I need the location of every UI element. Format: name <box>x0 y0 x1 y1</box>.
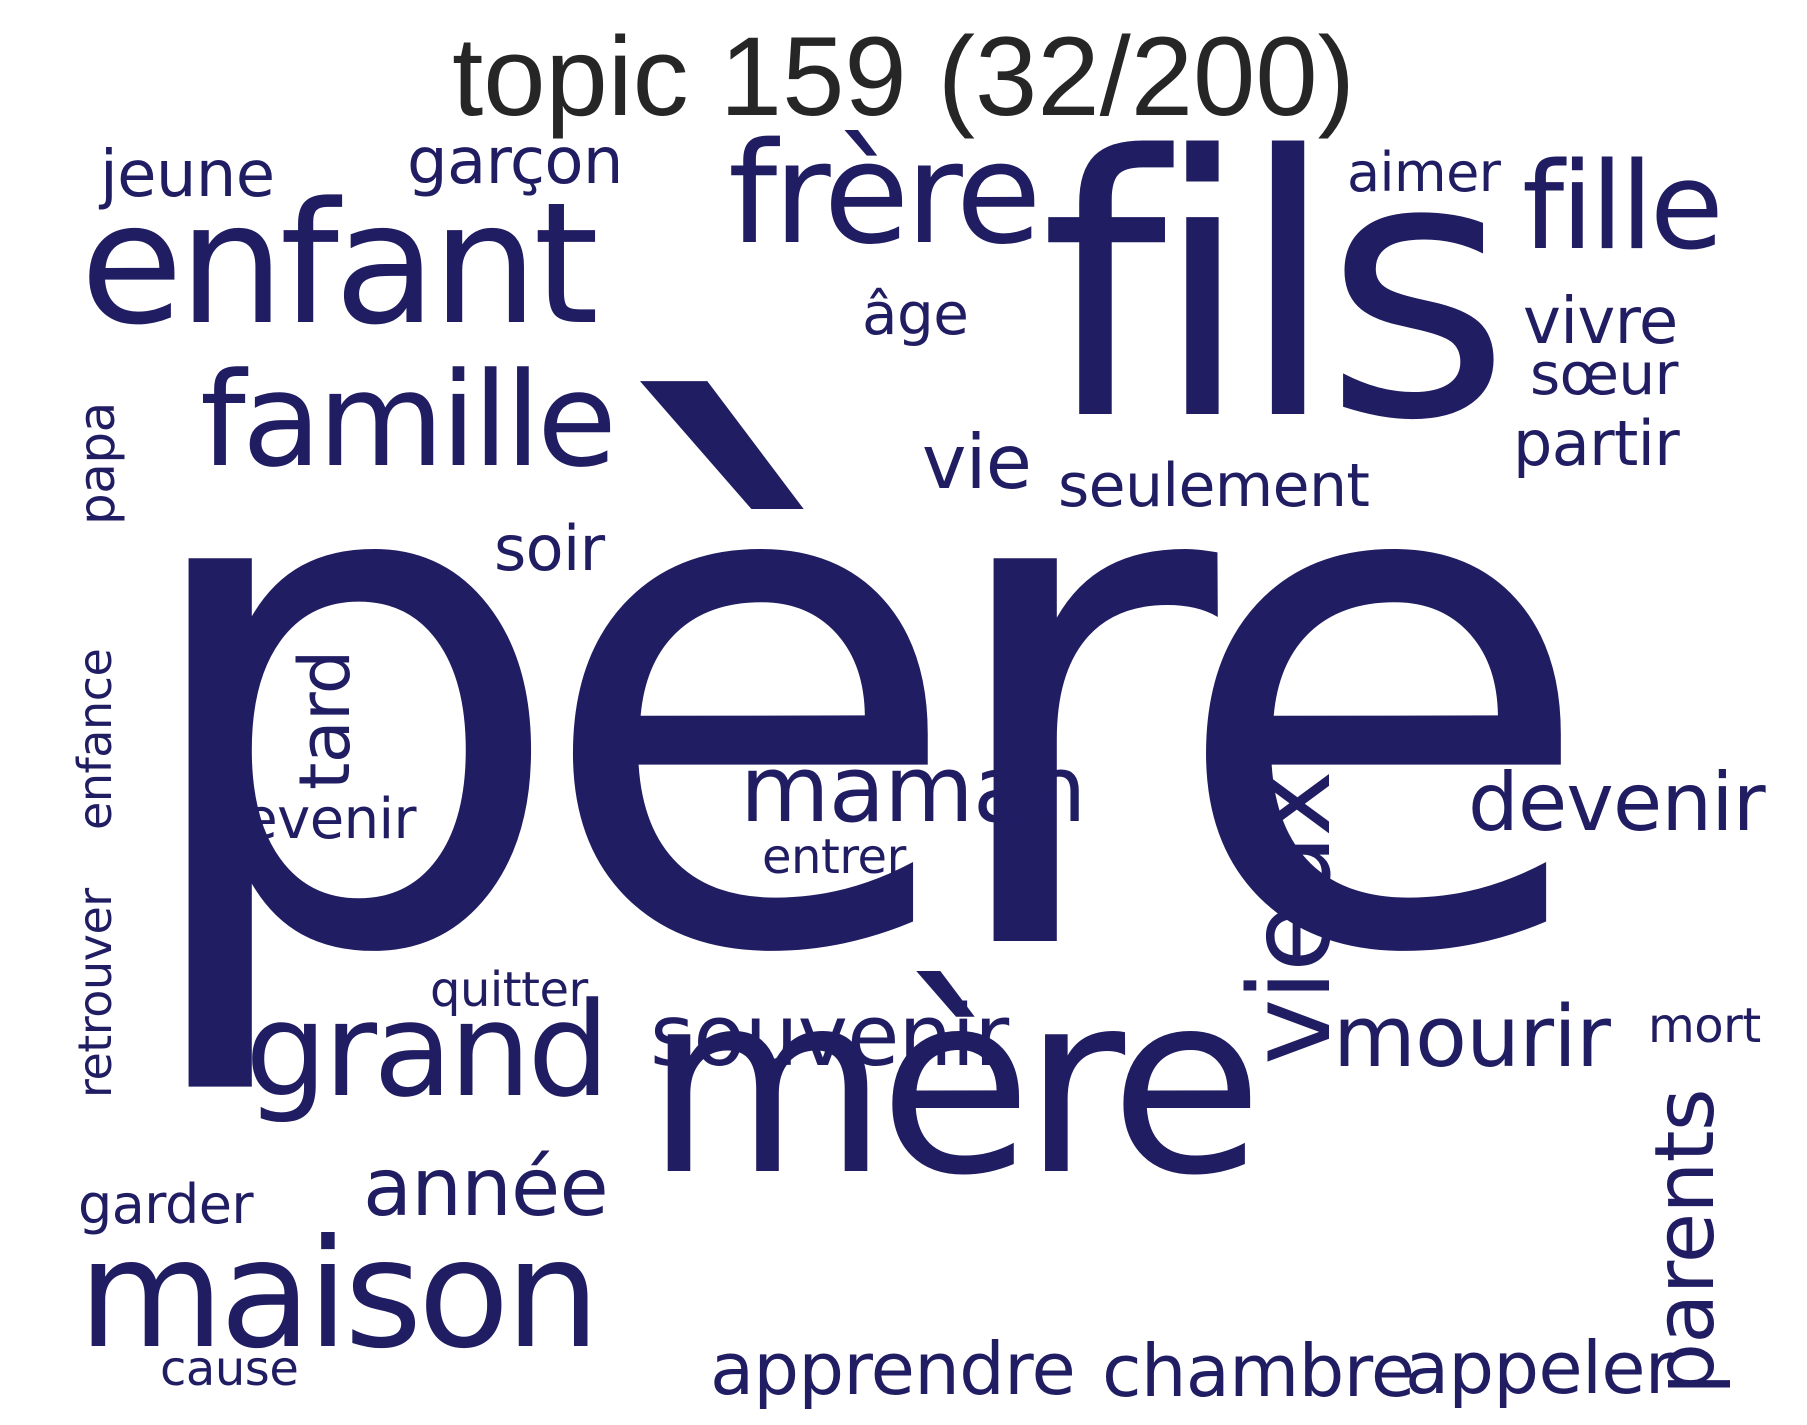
word-entrer: entrer <box>762 829 906 885</box>
word-apprendre: apprendre <box>710 1327 1076 1411</box>
word-devenir: devenir <box>1468 756 1766 849</box>
word-maison: maison <box>78 1208 600 1382</box>
word-mort: mort <box>1648 998 1761 1054</box>
word-appeler: appeler <box>1405 1326 1674 1410</box>
word-pere: père <box>125 292 1598 1107</box>
word-souvenir: souvenir <box>650 987 1009 1086</box>
word-vivre: vivre <box>1523 285 1678 359</box>
word-partir: partir <box>1513 407 1680 480</box>
word-fille: fille <box>1522 138 1724 277</box>
word-annee: année <box>363 1141 609 1234</box>
word-garder: garder <box>78 1173 254 1236</box>
word-mourir: mourir <box>1333 988 1611 1087</box>
word-aimer: aimer <box>1347 141 1501 204</box>
word-garcon: garçon <box>407 125 623 199</box>
word-vieux: vieux <box>1226 772 1356 1065</box>
word-famille: famille <box>200 344 617 496</box>
word-soir: soir <box>494 512 605 585</box>
word-retrouver: retrouver <box>68 888 122 1098</box>
word-frere: frère <box>728 113 1042 276</box>
word-soeur: sœur <box>1530 340 1678 408</box>
word-quitter: quitter <box>430 962 588 1018</box>
word-age: âge <box>862 280 969 348</box>
word-seulement: seulement <box>1058 451 1370 521</box>
word-enfance: enfance <box>68 648 122 830</box>
chart-title: topic 159 (32/200) <box>452 14 1355 139</box>
word-papa: papa <box>68 402 126 525</box>
word-chambre: chambre <box>1102 1329 1415 1413</box>
word-mere: mère <box>645 939 1263 1230</box>
word-fils: fils <box>1040 80 1511 499</box>
word-revenir: revenir <box>222 787 417 852</box>
word-cause: cause <box>160 1341 299 1397</box>
word-vie: vie <box>922 418 1032 506</box>
word-maman: maman <box>740 736 1087 843</box>
word-jeune: jeune <box>100 138 275 212</box>
word-tard: tard <box>284 650 366 790</box>
word-grand: grand <box>245 974 610 1126</box>
word-parents: parents <box>1638 1089 1733 1395</box>
word-enfant: enfant <box>80 166 599 362</box>
